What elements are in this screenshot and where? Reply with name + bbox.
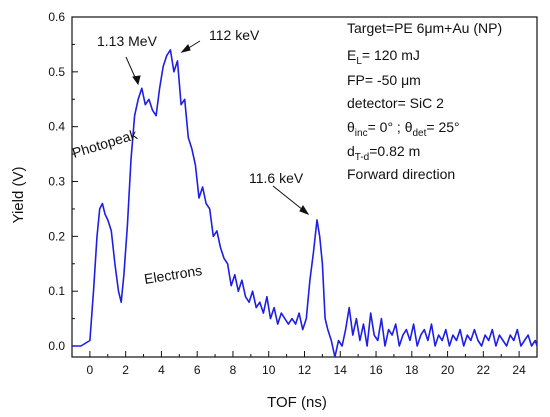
x-tick-label: 14 [334, 363, 348, 377]
annotation-arrows [125, 40, 310, 215]
info-theta-mid: = 0° ; θ [368, 119, 413, 135]
series-line [72, 49, 538, 358]
annotation-112-kev: 112 keV [209, 27, 260, 43]
x-tick-label: 8 [230, 363, 237, 377]
x-tick-label: 4 [158, 363, 165, 377]
y-tick-label: 0.2 [48, 229, 65, 243]
x-tick-label: 12 [298, 363, 312, 377]
y-axis-title: Yield (V) [10, 167, 27, 224]
info-detector: detector= SiC 2 [347, 95, 444, 111]
info-energy-rest: = 120 mJ [362, 47, 420, 63]
info-dist-sub: T-d [355, 152, 369, 163]
x-tick-label: 10 [262, 363, 276, 377]
info-theta-inc-sub: inc [355, 128, 368, 139]
x-tick-label: 0 [87, 363, 94, 377]
info-angles: θinc= 0° ; θdet= 25° [347, 119, 460, 139]
info-theta-det-sub: det [413, 128, 427, 139]
arrowhead-11-6-kev [299, 205, 310, 215]
x-tick-label: 6 [194, 363, 201, 377]
series-group [72, 49, 538, 358]
x-tick-label: 2 [122, 363, 129, 377]
y-tick-label: 0.3 [48, 175, 65, 189]
y-tick-label: 0.4 [48, 120, 65, 134]
axes: 0 2 4 6 8 10 12 14 16 18 20 22 240.00.10.20.30.40.50… [48, 10, 538, 377]
info-box: Target=PE 6μm+Au (NP) EL= 120 mJ FP= -50… [347, 20, 502, 182]
x-tick-label: 20 [441, 363, 455, 377]
annotation-1-13-mev: 1.13 MeV [97, 33, 158, 49]
x-tick-label: 16 [369, 363, 383, 377]
arrowhead-112-kev [180, 44, 191, 53]
annotation-11-6-kev: 11.6 keV [249, 170, 304, 186]
x-tick-label: 24 [512, 363, 526, 377]
info-fp: FP= -50 μm [347, 72, 421, 88]
annotation-electrons: Electrons [143, 262, 203, 287]
info-target: Target=PE 6μm+Au (NP) [347, 20, 502, 36]
annotation-photopeak: Photopeak [70, 126, 140, 161]
x-tick-label: 18 [405, 363, 419, 377]
y-tick-label: 0.0 [48, 339, 65, 353]
plot-frame [71, 16, 538, 358]
y-tick-label: 0.1 [48, 284, 65, 298]
info-energy-main: E [347, 47, 356, 63]
x-tick-label: 22 [477, 363, 491, 377]
info-dist-main: d [347, 143, 355, 159]
arrowhead-1-13-mev [132, 75, 141, 86]
info-direction: Forward direction [347, 166, 455, 182]
info-energy: EL= 120 mJ [347, 47, 420, 67]
info-theta-main: θ [347, 119, 355, 135]
info-energy-sub: L [356, 56, 362, 67]
y-tick-label: 0.6 [48, 10, 65, 24]
y-tick-label: 0.5 [48, 65, 65, 79]
x-axis-title: TOF (ns) [267, 394, 327, 411]
info-distance: dT-d=0.82 m [347, 143, 420, 163]
info-dist-rest: =0.82 m [369, 143, 420, 159]
info-theta-end: = 25° [426, 119, 459, 135]
